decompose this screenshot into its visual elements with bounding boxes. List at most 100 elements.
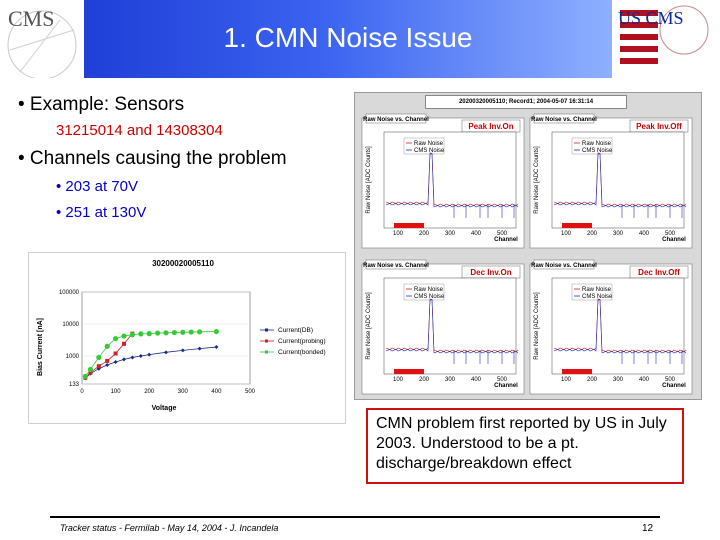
iv-point: [163, 330, 169, 336]
noise-plot-legend: [403, 283, 445, 301]
noise-plot-xtick: 500: [665, 377, 676, 383]
iv-xtick: 500: [245, 389, 256, 395]
noise-plot-ylabel: Raw Noise [ADC Counts]: [534, 292, 540, 360]
iv-point: [180, 329, 186, 335]
noise-plot-xtick: 400: [471, 377, 482, 383]
iv-point: [213, 328, 219, 335]
legend-cms-label: CMS Noise: [414, 294, 445, 300]
iv-point: [82, 373, 88, 379]
noise-plot-title: Raw Noise vs. Channel: [531, 117, 597, 123]
noise-plot-xtick: 500: [665, 231, 676, 237]
iv-xtick: 0: [80, 389, 84, 395]
iv-legend-label: Current(bonded): [278, 349, 326, 356]
legend-raw-label: Raw Noise: [414, 287, 444, 293]
iv-point: [104, 343, 110, 349]
iv-chart-ylabel: Bias Current [nA]: [37, 318, 44, 376]
noise-plot-2: Raw Noise vs. Channel Peak Inv.Off Raw Noi…: [529, 113, 693, 249]
title-bar: [84, 0, 612, 78]
noise-plot-badge: Peak Inv.Off: [636, 122, 682, 131]
iv-ytick: 1000: [66, 354, 80, 360]
noise-plot-legend: [403, 137, 445, 155]
iv-point: [171, 329, 177, 336]
iv-point: [96, 366, 101, 371]
noise-plot-xlabel: Channel: [662, 237, 686, 243]
bullet-sensors: • Example: Sensors: [18, 94, 185, 115]
noise-plot-area: [383, 277, 517, 375]
noise-plot-area: [551, 131, 685, 229]
noise-plot-xtick: 300: [445, 377, 456, 383]
noise-plot-xtick: 500: [497, 377, 508, 383]
iv-point: [130, 355, 135, 360]
iv-point: [138, 331, 144, 337]
iv-point: [105, 358, 110, 363]
iv-chart-title: 30200020005110: [152, 259, 214, 268]
noise-plot-ylabel: Raw Noise [ADC Counts]: [534, 146, 540, 214]
iv-point: [214, 345, 219, 350]
iv-point: [197, 346, 202, 351]
iv-xtick: 400: [211, 389, 222, 395]
noise-plot-xtick: 200: [587, 377, 598, 383]
noise-panel-header: 20200320005110; Record1; 2004-05-07 16:3…: [425, 95, 627, 109]
bad-channel-bar: [394, 369, 424, 374]
noise-plot-xtick: 100: [393, 231, 404, 237]
iv-chart-xlabel: Voltage: [152, 405, 177, 412]
legend-cms-label: CMS Noise: [414, 148, 445, 154]
iv-legend-label: Current(probing): [278, 338, 326, 345]
iv-legend-label: Current(DB): [278, 327, 313, 334]
iv-legend-marker: [265, 328, 268, 332]
iv-point: [188, 329, 194, 335]
callout-text: CMN problem first reported by US in July…: [376, 415, 667, 472]
legend-cms-label: CMS Noise: [582, 148, 613, 154]
legend-raw-label: Raw Noise: [414, 141, 444, 147]
iv-point: [113, 351, 118, 356]
noise-plot-1: Raw Noise vs. Channel Peak Inv.On Raw Nois…: [361, 113, 525, 249]
noise-plot-title: Raw Noise vs. Channel: [363, 263, 429, 269]
bad-channel-bar: [562, 369, 592, 374]
cms-noise-trace: [553, 298, 687, 354]
noise-plot-xtick: 200: [419, 377, 430, 383]
bullet-channel-251: • 251 at 130V: [56, 204, 147, 221]
iv-point: [121, 333, 127, 339]
iv-chart-plot-area: [81, 291, 251, 385]
noise-plot-title: Raw Noise vs. Channel: [363, 117, 429, 123]
iv-xtick: 100: [111, 389, 122, 395]
noise-plots-svg: Raw Noise vs. Channel Peak Inv.On Raw Nois…: [361, 113, 693, 395]
noise-plot-xtick: 200: [419, 231, 430, 237]
noise-plot-title: Raw Noise vs. Channel: [531, 263, 597, 269]
noise-plot-4: Raw Noise vs. Channel Dec Inv.Off Raw Nois…: [529, 259, 693, 395]
iv-xtick: 300: [178, 389, 189, 395]
iv-point: [88, 370, 93, 375]
bullet-channels: • Channels causing the problem: [18, 148, 287, 169]
noise-plot-badge: Dec Inv.On: [470, 268, 511, 277]
noise-plot-xtick: 500: [497, 231, 508, 237]
noise-plot-title-box: [533, 259, 595, 270]
iv-point: [113, 335, 119, 342]
cms-logo-text: CMS: [8, 6, 54, 31]
bad-channel-bar: [394, 223, 424, 228]
noise-plot-area: [383, 131, 517, 229]
legend-raw-label: Raw Noise: [582, 141, 612, 147]
noise-plot-badge: Peak Inv.On: [468, 122, 513, 131]
iv-point: [197, 329, 203, 335]
noise-plot-xtick: 200: [587, 231, 598, 237]
noise-plot-xtick: 300: [613, 377, 624, 383]
cms-noise-trace: [385, 152, 519, 208]
noise-plot-xlabel: Channel: [662, 383, 686, 389]
noise-plot-xlabel: Channel: [494, 237, 518, 243]
noise-plot-xtick: 400: [639, 231, 650, 237]
iv-legend-marker: [265, 339, 268, 343]
noise-plot-title-box: [365, 259, 427, 270]
iv-point: [96, 364, 101, 369]
noise-plot-xtick: 300: [613, 231, 624, 237]
noise-plot-badge: Dec Inv.Off: [638, 268, 680, 277]
iv-ytick: 133: [69, 382, 80, 388]
iv-point: [138, 353, 143, 358]
iv-series-1: [83, 345, 219, 381]
iv-chart: 30200020005110 Bias Current [nA] Voltage…: [37, 259, 326, 412]
callout-box: CMN problem first reported by US in July…: [366, 408, 684, 484]
iv-point: [122, 357, 126, 362]
iv-point: [146, 331, 152, 337]
uscms-logo-text: US CMS: [618, 8, 684, 28]
noise-plot-xtick: 400: [639, 377, 650, 383]
cms-noise-trace: [385, 298, 519, 354]
